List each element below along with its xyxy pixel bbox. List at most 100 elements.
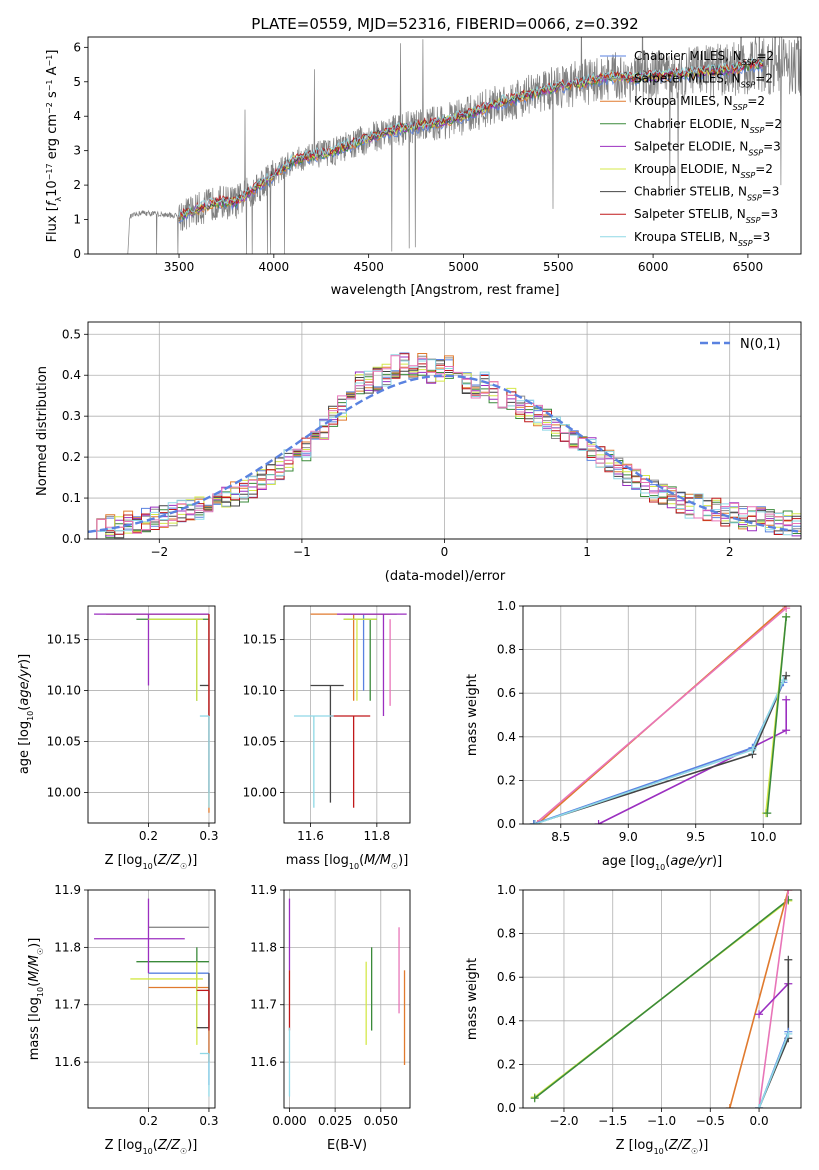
legend-label: Salpeter MILES, NSSP=2 [634, 72, 773, 90]
y-axis-label-part: M/M [27, 955, 42, 982]
x-tick-label: 0.000 [272, 1114, 306, 1128]
error-bars [94, 613, 210, 813]
residual-histogram-panel: −2 −1 0 1 2 0.0 0.1 0.2 0.3 0.4 0.5 (data-model)/er… [35, 321, 802, 584]
x-tick-label: 0.0 [750, 1114, 769, 1128]
y-tick-label: 10.15 [47, 633, 81, 647]
legend-label-part: SSP [742, 58, 757, 67]
legend-label: Salpeter ELODIE, NSSP=3 [634, 139, 781, 157]
y-axis-label: mass [log10(M/M☉)] [27, 938, 45, 1061]
y-axis-label-part: A [45, 66, 60, 79]
legend-label-part: Salpeter ELODIE, N [634, 139, 748, 153]
y-tick-label: 10.15 [243, 633, 277, 647]
y-axis-label: age [log10(age/yr)] [17, 654, 35, 774]
x-axis-label-part: ( [153, 1138, 158, 1153]
y-axis-label-part: −17 [45, 163, 54, 180]
weight-series-1 [534, 899, 789, 1099]
z-weight-panel: −2.0 −1.5 −1.0 −0.5 0.0 0.0 0.2 0.4 0.6 0.8 1.0 mas… [465, 883, 802, 1156]
legend-label-part: Salpeter STELIB, N [634, 207, 746, 221]
x-tick-label: 11.6 [297, 829, 324, 843]
y-axis-label-part: erg cm [45, 114, 60, 163]
y-tick-label: 10.00 [47, 785, 81, 799]
y-axis-label-part: ☉ [36, 948, 45, 955]
x-axis-label-part: ☉ [180, 1147, 187, 1156]
error-bars [288, 898, 406, 1097]
weight-marker [784, 890, 793, 894]
y-axis-label-part: age [log [17, 721, 32, 774]
weight-series-2 [598, 699, 787, 824]
legend-label-part: Chabrier MILES, N [634, 49, 742, 63]
y-tick-label: 6 [73, 40, 81, 54]
weight-lines [529, 606, 791, 824]
x-tick-label: −0.5 [696, 1114, 725, 1128]
y-axis-label-part: mass [log [27, 997, 42, 1060]
x-tick-label: 0.3 [199, 829, 218, 843]
legend-label: Kroupa STELIB, NSSP=3 [634, 230, 770, 248]
x-tick-label: 1 [583, 545, 591, 559]
legend-label-part: =3 [753, 230, 771, 244]
y-tick-label: 1 [73, 213, 81, 227]
x-tick-label: −1.5 [598, 1114, 627, 1128]
x-axis-label-part: ( [665, 854, 670, 869]
weight-marker [782, 612, 791, 621]
x-tick-label: 8.5 [551, 830, 570, 844]
x-tick-label: −1 [293, 545, 311, 559]
legend-label: Chabrier ELODIE, NSSP=2 [634, 117, 782, 135]
weight-series-5 [534, 679, 785, 824]
y-tick-label: 11.8 [54, 940, 81, 954]
y-tick-label: 10.05 [243, 734, 277, 748]
axes-frame [87, 36, 802, 255]
y-tick-label: 10.00 [243, 785, 277, 799]
weight-marker [531, 820, 540, 824]
axes-frame [522, 605, 802, 825]
legend-label-part: Kroupa STELIB, N [634, 230, 738, 244]
weight-marker [530, 1094, 539, 1103]
y-tick-label: 0.5 [62, 327, 81, 341]
axes-frame [87, 889, 216, 1109]
legend-label-part: Chabrier ELODIE, N [634, 117, 750, 131]
legend-label: Salpeter STELIB, NSSP=3 [634, 207, 778, 225]
weight-series-1 [534, 607, 787, 824]
weight-marker [782, 726, 791, 735]
weight-marker [755, 1104, 764, 1108]
x-tick-label: 9.0 [619, 830, 638, 844]
x-axis-label: wavelength [Angstrom, rest frame] [331, 283, 560, 298]
y-tick-label: 0.6 [497, 970, 516, 984]
weight-marker [748, 745, 757, 754]
y-tick-label: 0.2 [62, 450, 81, 464]
axes-frame [522, 889, 802, 1109]
y-axis-label: mass weight [465, 674, 480, 756]
mass-age-panel: 11.6 11.8 10.00 10.05 10.10 10.15 mass [log10(… [243, 605, 411, 871]
weight-marker [784, 1029, 793, 1038]
x-axis-label-part: Z [log [105, 1138, 143, 1153]
model-spectrum-8 [178, 57, 764, 218]
x-axis-label-part: age/yr [670, 854, 713, 869]
weight-series-7 [758, 1033, 790, 1108]
legend-label-part: =2 [755, 162, 773, 176]
y-axis-label-part: ( [17, 706, 32, 711]
weight-series-7 [766, 616, 787, 814]
gaussian-curve [88, 374, 799, 533]
x-axis-label-part: 10 [654, 1147, 664, 1156]
y-tick-label: 0 [73, 247, 81, 261]
x-tick-label: 9.5 [686, 830, 705, 844]
y-tick-label: 1.0 [497, 883, 516, 897]
legend-label-part: =3 [762, 185, 780, 199]
x-axis-label-part: ☉ [180, 862, 187, 871]
x-axis-label-part: 10 [655, 863, 665, 872]
weight-lines [530, 890, 793, 1108]
x-axis-label-part: age [log [602, 854, 655, 869]
y-tick-label: 4 [73, 109, 81, 123]
y-tick-label: 0.4 [497, 730, 516, 744]
y-tick-label: 0.8 [497, 643, 516, 657]
figure-title: PLATE=0559, MJD=52316, FIBERID=0066, z=0… [251, 15, 638, 33]
x-axis-label: Z [log10(Z/Z☉)] [616, 1138, 709, 1156]
y-tick-label: 10.05 [47, 734, 81, 748]
x-tick-label: 0.2 [139, 829, 158, 843]
weight-marker [782, 671, 791, 680]
y-tick-label: 0.4 [497, 1014, 516, 1028]
legend-label-part: Kroupa MILES, N [634, 94, 733, 108]
legend-label-part: SSP [738, 238, 753, 247]
